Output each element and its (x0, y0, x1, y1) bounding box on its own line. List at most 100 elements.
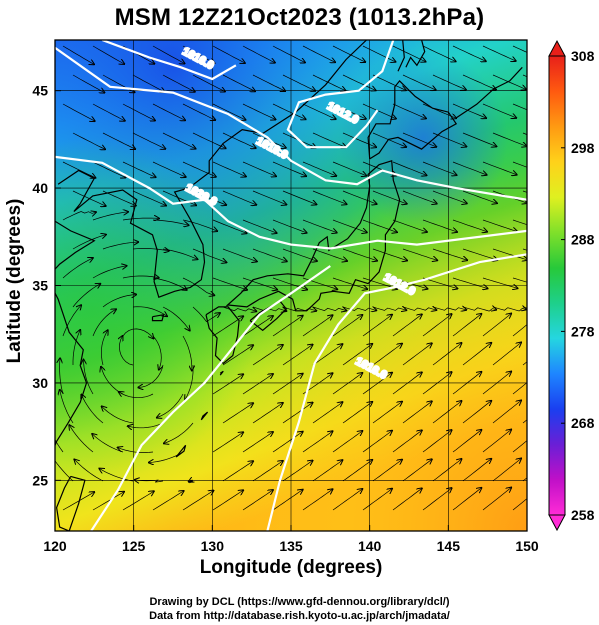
streamline (92, 309, 116, 337)
streamline (432, 401, 462, 424)
streamline (342, 190, 377, 204)
streamline (162, 190, 196, 205)
y-tick-label: 40 (32, 180, 48, 196)
streamline (102, 132, 135, 149)
streamline (282, 248, 317, 261)
streamline (135, 480, 164, 482)
streamline (252, 345, 283, 366)
streamline (69, 425, 94, 453)
streamline (482, 161, 517, 175)
streamline (372, 74, 406, 90)
streamline (462, 74, 496, 90)
streamline (332, 489, 362, 511)
streamline (222, 248, 257, 262)
streamline (242, 316, 273, 337)
streamline (92, 103, 125, 121)
streamline (452, 161, 487, 175)
y-tick-label: 25 (32, 472, 48, 488)
streamline (272, 277, 307, 290)
streamline (402, 307, 436, 310)
streamline (62, 161, 95, 178)
streamline (182, 45, 215, 63)
streamline (332, 219, 367, 232)
isobar (90, 265, 331, 531)
streamline (422, 314, 452, 337)
streamline (282, 307, 316, 311)
streamline (122, 218, 159, 220)
streamline (372, 344, 402, 366)
streamline (102, 190, 136, 206)
streamline (152, 491, 184, 511)
streamline (138, 364, 164, 388)
colorbar-min-triangle (548, 514, 566, 532)
streamline (182, 277, 214, 295)
streamline (512, 45, 527, 53)
streamline (362, 103, 396, 119)
streamline (452, 372, 481, 395)
streamline (512, 498, 527, 511)
coastline (219, 370, 224, 376)
streamline (212, 316, 243, 337)
streamline (342, 74, 376, 90)
streamline (189, 480, 193, 484)
streamline (272, 432, 303, 453)
streamline (512, 440, 527, 453)
streamline (432, 343, 462, 366)
streamline (392, 314, 422, 337)
streamline (312, 307, 346, 311)
streamline (162, 132, 196, 149)
streamline (252, 74, 285, 91)
streamline (122, 276, 159, 278)
streamline (272, 490, 303, 511)
streamline (452, 45, 486, 61)
streamline (62, 492, 94, 511)
streamline (192, 306, 220, 323)
streamline (372, 190, 407, 204)
streamline (422, 161, 457, 175)
streamline (74, 460, 104, 482)
streamline (512, 324, 527, 337)
streamline (132, 132, 165, 149)
streamline (282, 461, 313, 482)
streamline (62, 103, 95, 121)
streamline (392, 103, 426, 118)
streamline (122, 328, 153, 339)
streamline (482, 103, 516, 118)
streamline (222, 461, 253, 482)
streamline (492, 459, 521, 482)
streamline (102, 295, 136, 308)
streamline (62, 258, 93, 279)
streamline (162, 306, 190, 331)
streamline (157, 393, 184, 418)
streamline (462, 248, 497, 260)
streamline (212, 277, 247, 290)
streamline (101, 330, 107, 366)
streamline (72, 132, 105, 149)
x-tick-label: 135 (279, 538, 303, 554)
streamline (222, 132, 256, 148)
streamline (72, 330, 80, 365)
streamline (422, 219, 457, 232)
x-tick-label: 150 (515, 538, 539, 554)
y-tick-label: 45 (32, 83, 48, 99)
streamline (362, 45, 395, 62)
streamline (192, 190, 226, 205)
x-tick-label: 125 (122, 538, 146, 554)
streamline (128, 422, 164, 428)
streamline (72, 190, 106, 206)
streamline (122, 103, 155, 121)
streamline (492, 401, 521, 424)
streamline (119, 392, 154, 399)
streamline (99, 469, 134, 482)
streamline (492, 307, 526, 311)
streamline (392, 219, 427, 232)
streamline (62, 305, 81, 337)
streamline (482, 219, 517, 232)
streamline (272, 219, 307, 233)
streamline (342, 307, 376, 311)
streamline (122, 491, 154, 511)
streamline (222, 403, 253, 424)
streamline (372, 307, 406, 310)
streamline (212, 161, 246, 177)
